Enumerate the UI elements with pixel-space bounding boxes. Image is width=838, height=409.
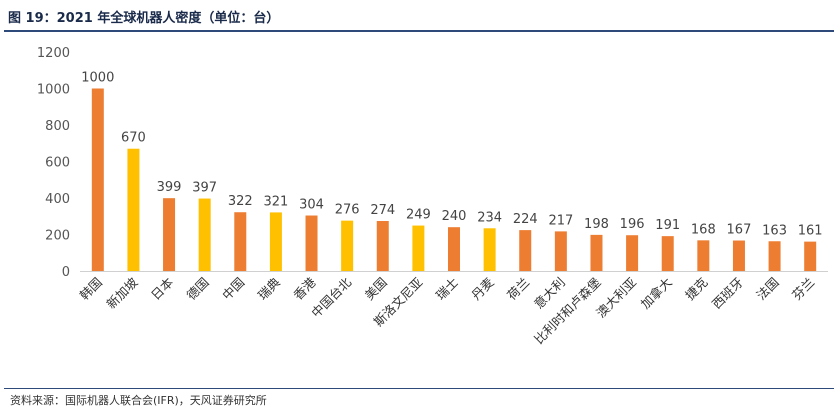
category-label: 美国 xyxy=(362,275,390,303)
y-tick-label: 1200 xyxy=(37,46,70,61)
bar-value-label: 321 xyxy=(263,194,288,209)
bar-value-label: 198 xyxy=(584,217,609,232)
bar-value-label: 196 xyxy=(620,217,645,232)
y-tick-label: 1000 xyxy=(37,83,70,98)
bar-value-label: 274 xyxy=(370,203,395,218)
y-tick-label: 600 xyxy=(45,156,70,171)
y-tick-label: 200 xyxy=(45,229,70,244)
y-tick-label: 800 xyxy=(45,119,70,134)
y-tick-label: 400 xyxy=(45,192,70,207)
bar xyxy=(519,230,532,271)
bar xyxy=(768,241,781,271)
bar-value-label: 191 xyxy=(655,218,680,233)
category-label: 新加坡 xyxy=(103,274,140,311)
bar-value-label: 163 xyxy=(762,223,787,238)
bar xyxy=(376,220,389,271)
category-label: 西班牙 xyxy=(709,275,746,312)
bar xyxy=(804,241,817,271)
bar-value-label: 161 xyxy=(798,224,823,239)
bar xyxy=(554,231,567,271)
chart-title: 图 19：2021 年全球机器人密度（单位：台） xyxy=(8,11,280,26)
title-rule xyxy=(4,30,834,32)
category-label: 韩国 xyxy=(77,275,105,303)
bar xyxy=(198,198,211,271)
bar xyxy=(341,220,354,271)
bar xyxy=(626,235,639,271)
bar-value-label: 240 xyxy=(442,209,467,224)
source-note: 资料来源：国际机器人联合会(IFR)，天风证券研究所 xyxy=(10,394,267,407)
category-label: 澳大利亚 xyxy=(593,275,639,321)
category-label: 法国 xyxy=(753,275,781,303)
category-label: 瑞典 xyxy=(255,275,283,303)
category-label: 丹麦 xyxy=(468,274,497,303)
bar-value-label: 399 xyxy=(157,180,182,195)
bar-value-label: 167 xyxy=(727,223,752,238)
category-label: 加拿大 xyxy=(638,275,675,312)
bar-chart: 0 200 400 600 800 1000 1200 1000 韩国 670 新加坡 399 日本 39… xyxy=(37,46,828,347)
category-label: 捷克 xyxy=(682,275,710,303)
bar-value-label: 322 xyxy=(228,194,253,209)
category-label: 芬兰 xyxy=(789,275,817,303)
bar xyxy=(697,240,710,271)
source-rule xyxy=(4,388,834,389)
bar-value-label: 217 xyxy=(548,213,573,228)
bar xyxy=(269,212,282,271)
category-label: 香港 xyxy=(290,274,319,303)
bar xyxy=(234,212,247,271)
bar xyxy=(590,234,603,271)
y-tick-label: 0 xyxy=(62,265,70,280)
bar xyxy=(661,236,674,271)
category-label: 日本 xyxy=(148,274,177,303)
category-label: 德国 xyxy=(183,275,211,303)
bar-value-label: 249 xyxy=(406,208,431,223)
bar-value-label: 670 xyxy=(121,131,146,146)
bar-value-label: 168 xyxy=(691,222,716,237)
bar xyxy=(163,198,176,271)
bar xyxy=(91,88,104,271)
bar xyxy=(732,240,745,271)
bar-value-label: 224 xyxy=(513,212,538,227)
bar xyxy=(412,225,425,271)
bar-value-label: 304 xyxy=(299,198,324,213)
bar-value-label: 276 xyxy=(335,203,360,218)
bar xyxy=(448,227,460,271)
category-label: 瑞士 xyxy=(433,275,461,303)
bar xyxy=(305,215,318,271)
bar xyxy=(483,228,496,271)
category-label: 荷兰 xyxy=(504,275,532,303)
bar xyxy=(127,148,140,271)
bar-value-label: 1000 xyxy=(81,71,114,86)
bar-value-label: 397 xyxy=(192,181,217,196)
category-label: 中国台北 xyxy=(308,274,354,320)
category-label: 中国 xyxy=(219,275,247,303)
bar-value-label: 234 xyxy=(477,210,502,225)
